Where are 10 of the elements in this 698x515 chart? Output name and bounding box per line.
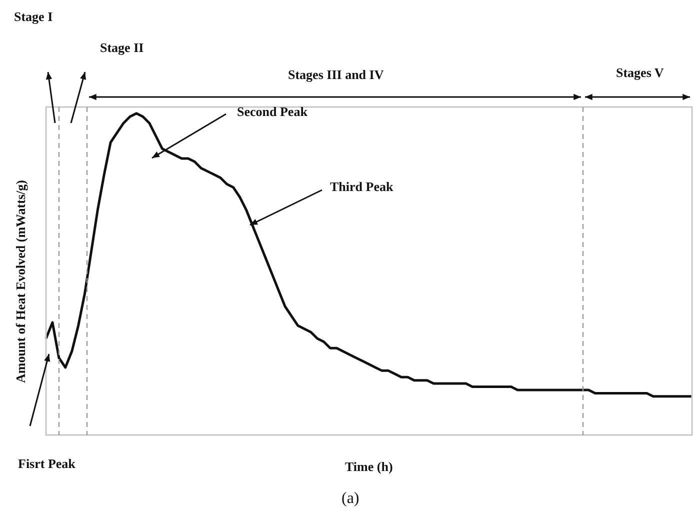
annotation: Second Peak: [237, 104, 308, 118]
text: Stage II: [100, 40, 144, 54]
text: Stages V: [616, 64, 664, 80]
text: Stages III and IV: [288, 66, 384, 82]
y-axis-title: Amount of Heat Evolved (mWatts/g): [12, 180, 28, 382]
annotation: Third Peak: [330, 178, 394, 194]
text: (a): [342, 490, 360, 506]
text: Fisrt Peak: [18, 456, 76, 470]
x-axis-title: Time (h): [345, 458, 393, 474]
text: Stage I: [14, 8, 53, 24]
